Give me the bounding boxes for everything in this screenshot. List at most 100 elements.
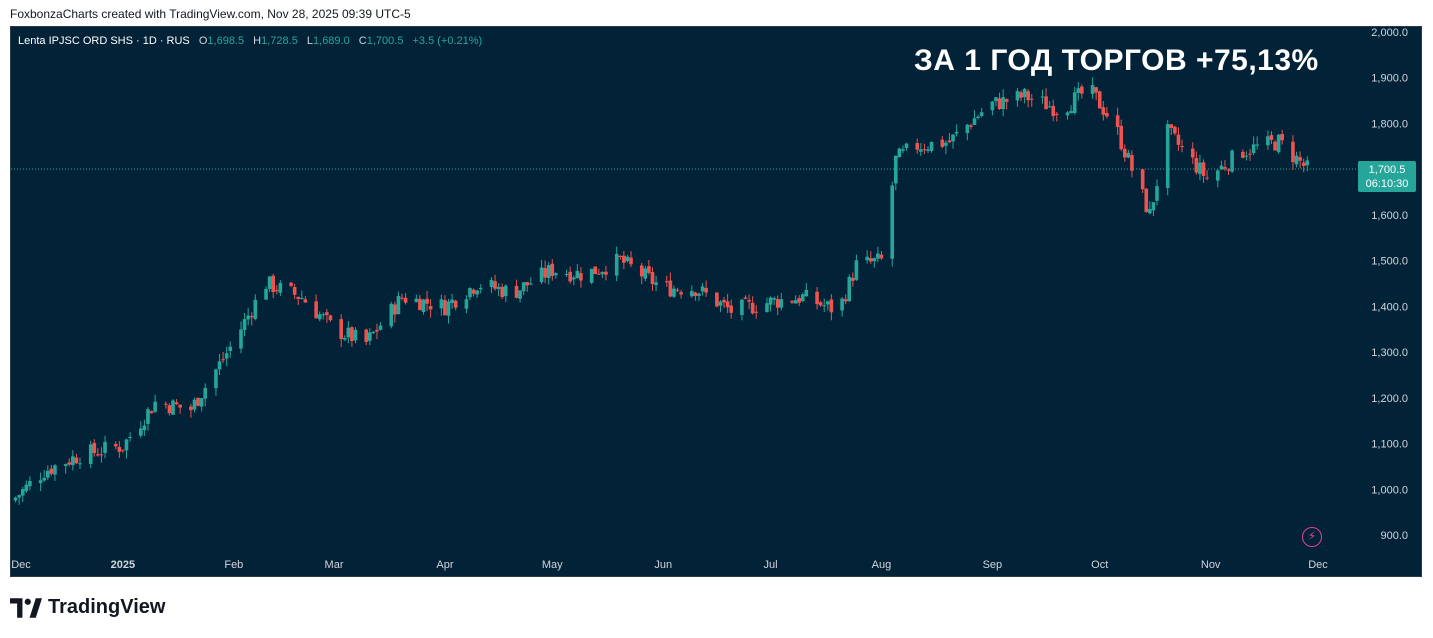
candle-body: [1305, 160, 1310, 166]
candle-body: [339, 319, 343, 339]
candle-body: [1097, 91, 1102, 109]
candle-body: [142, 425, 147, 431]
change-value: +3.5 (+0.21%): [412, 35, 483, 47]
candle-body: [775, 299, 780, 308]
time-tick-label: Aug: [872, 559, 892, 571]
high-value: 1,728.5: [261, 35, 298, 47]
candle-body: [597, 273, 601, 275]
candle-body: [765, 303, 769, 312]
candle-body: [843, 299, 848, 302]
candle-body: [1216, 170, 1220, 181]
candle-body: [192, 399, 197, 410]
candle-body: [1198, 162, 1202, 174]
candle-body: [164, 403, 168, 405]
candle-body: [113, 444, 118, 447]
tradingview-logo[interactable]: TradingView: [10, 596, 165, 619]
candle-body: [489, 280, 494, 288]
candle-body: [1040, 96, 1045, 98]
candle-body: [793, 300, 798, 304]
candle-body: [521, 282, 526, 292]
candle-body: [1101, 107, 1106, 115]
candle-body: [38, 480, 43, 484]
candle-body: [196, 397, 200, 406]
candle-body: [45, 470, 50, 478]
candle-body: [944, 142, 948, 146]
candle-body: [350, 327, 354, 341]
candle-body: [1080, 86, 1084, 94]
candle-body: [189, 406, 193, 411]
tradingview-logo-icon: [10, 597, 42, 618]
time-tick-label: Nov: [1201, 559, 1221, 571]
lightning-icon[interactable]: ⚡: [1302, 527, 1322, 547]
candle-body: [790, 300, 794, 303]
candle-body: [1223, 167, 1227, 169]
candle-body: [1076, 88, 1081, 93]
candle-body: [1241, 151, 1245, 158]
candle-body: [139, 428, 143, 436]
candle-body: [199, 398, 204, 407]
candle-body: [42, 477, 47, 481]
time-tick-label: Dec: [11, 559, 31, 571]
time-tick-label: May: [542, 559, 563, 571]
candle-body: [664, 281, 669, 283]
candle-body: [314, 301, 318, 319]
candle-body: [693, 292, 698, 296]
high-label: H: [253, 35, 262, 47]
candle-body: [575, 270, 580, 279]
price-tick-label: 1,900.0: [1371, 73, 1408, 85]
candle-body: [292, 287, 297, 295]
candle-body: [954, 131, 959, 134]
candle-body: [1176, 134, 1181, 145]
open-label: O: [198, 35, 208, 47]
candle-body: [847, 276, 852, 302]
candle-body: [171, 400, 175, 415]
candle-body: [554, 273, 558, 276]
candle-body: [568, 271, 572, 282]
candle-body: [564, 274, 569, 276]
candle-body: [668, 280, 673, 297]
candle-body: [1291, 141, 1295, 163]
price-tick-label: 1,100.0: [1371, 439, 1408, 451]
candle-body: [493, 281, 497, 289]
candle-body: [400, 297, 404, 299]
candle-body: [503, 285, 508, 297]
candle-body: [1029, 98, 1034, 100]
candle-body: [514, 285, 519, 298]
candle-body: [475, 290, 479, 295]
candle-body: [421, 299, 426, 313]
price-tick-label: 1,300.0: [1371, 347, 1408, 359]
candle-body: [529, 283, 533, 285]
symbol-name: Lenta IPJSC ORD SHS · 1D · RUS: [18, 35, 190, 47]
candle-body: [525, 282, 530, 286]
candle-body: [700, 286, 705, 292]
candle-body: [328, 315, 333, 321]
candle-body: [1201, 162, 1206, 176]
candle-body: [1251, 144, 1256, 154]
candle-body: [1004, 99, 1009, 102]
candle-body: [768, 297, 773, 305]
chart-attribution: FoxbonzaCharts created with TradingView.…: [10, 7, 411, 21]
candle-body: [1047, 106, 1052, 108]
candle-body: [868, 258, 873, 262]
candle-body: [1026, 91, 1030, 101]
candle-body: [1015, 91, 1020, 101]
candle-body: [249, 316, 254, 318]
candle-body: [224, 353, 229, 359]
candle-body: [675, 289, 680, 291]
candle-body: [697, 293, 701, 296]
candle-body: [815, 291, 819, 305]
candle-body: [800, 294, 805, 302]
candle-body: [725, 301, 730, 308]
candle-body: [1205, 177, 1209, 179]
candle-body: [965, 124, 970, 134]
candle-body: [643, 268, 648, 279]
candle-body: [747, 299, 751, 302]
candle-body: [1144, 188, 1149, 213]
candle-body: [865, 256, 869, 261]
candle-body: [743, 297, 748, 299]
candle-body: [403, 297, 408, 303]
candle-body: [453, 300, 458, 308]
candle-body: [679, 292, 683, 295]
candle-body: [450, 299, 454, 304]
